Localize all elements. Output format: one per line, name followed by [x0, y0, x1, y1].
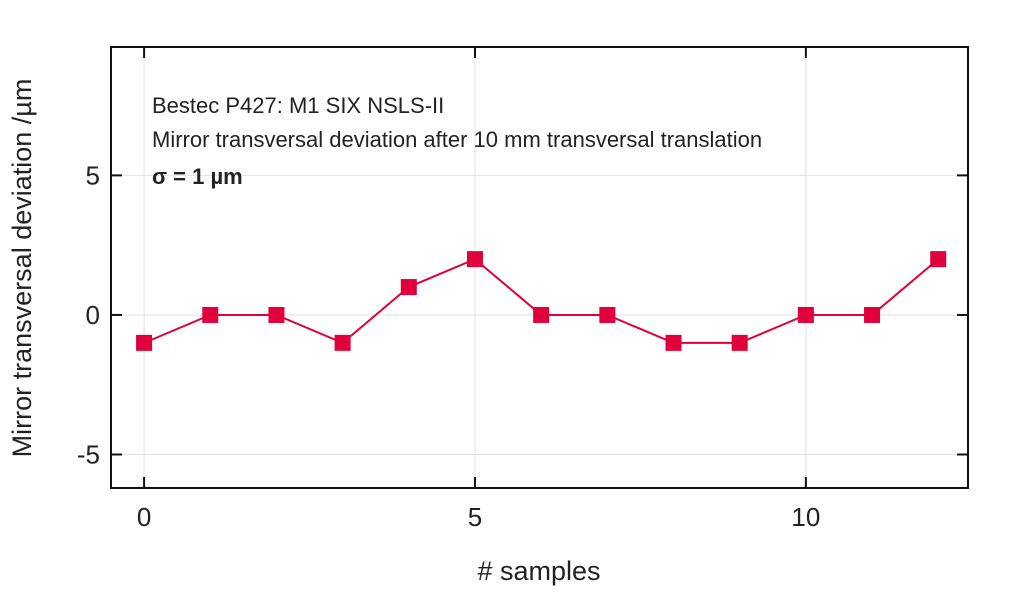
y-axis-label: Mirror transversal deviation /µm — [7, 79, 37, 458]
data-point — [599, 306, 616, 323]
series-line — [143, 257, 939, 345]
data-point — [797, 306, 814, 323]
annotation-1: Bestec P427: M1 SIX NSLS-II — [152, 93, 444, 118]
annotation-2: Mirror transversal deviation after 10 mm… — [152, 127, 762, 152]
data-point — [334, 334, 351, 351]
series — [136, 251, 947, 351]
data-point — [136, 334, 153, 351]
y-tick-label: 0 — [86, 300, 100, 330]
data-point — [665, 334, 682, 351]
data-point — [731, 334, 748, 351]
data-point — [930, 251, 947, 268]
data-point — [864, 306, 881, 323]
x-tick-label: 5 — [468, 502, 482, 532]
annotation-3: σ = 1 µm — [152, 164, 243, 189]
ticks: 0 5 10 -5 0 5 — [77, 47, 968, 532]
y-tick-label: 5 — [86, 160, 100, 190]
data-point — [400, 279, 417, 296]
x-tick-label: 0 — [137, 502, 151, 532]
x-tick-label: 10 — [791, 502, 820, 532]
data-point — [268, 306, 285, 323]
data-point — [533, 306, 550, 323]
x-axis-label: # samples — [477, 556, 600, 586]
data-point — [466, 251, 483, 268]
data-point — [202, 306, 219, 323]
y-tick-label: -5 — [77, 440, 100, 470]
plot-frame — [110, 46, 969, 489]
